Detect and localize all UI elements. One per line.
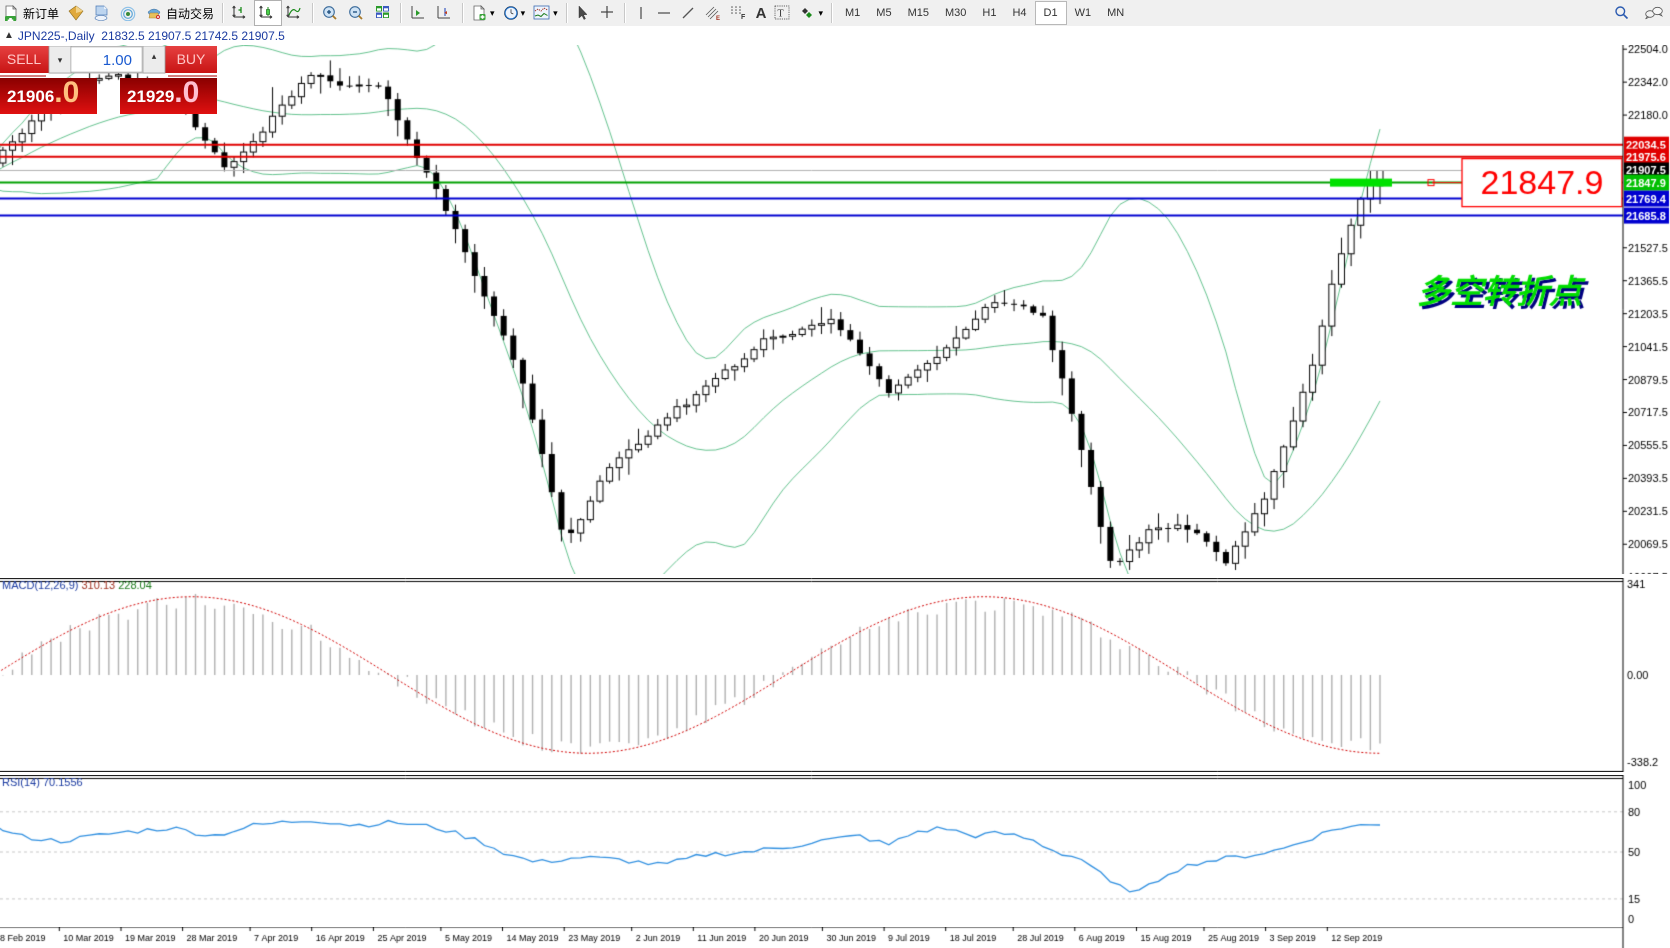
svg-text:T: T bbox=[778, 9, 784, 20]
svg-text:SELL: SELL bbox=[7, 51, 41, 67]
svg-text:F: F bbox=[741, 14, 746, 21]
svg-text:▴: ▴ bbox=[152, 51, 157, 61]
svg-text:E: E bbox=[716, 16, 720, 21]
svg-text:1.00: 1.00 bbox=[103, 52, 132, 69]
svg-text:BUY: BUY bbox=[177, 51, 206, 67]
svg-text:▾: ▾ bbox=[58, 55, 63, 65]
